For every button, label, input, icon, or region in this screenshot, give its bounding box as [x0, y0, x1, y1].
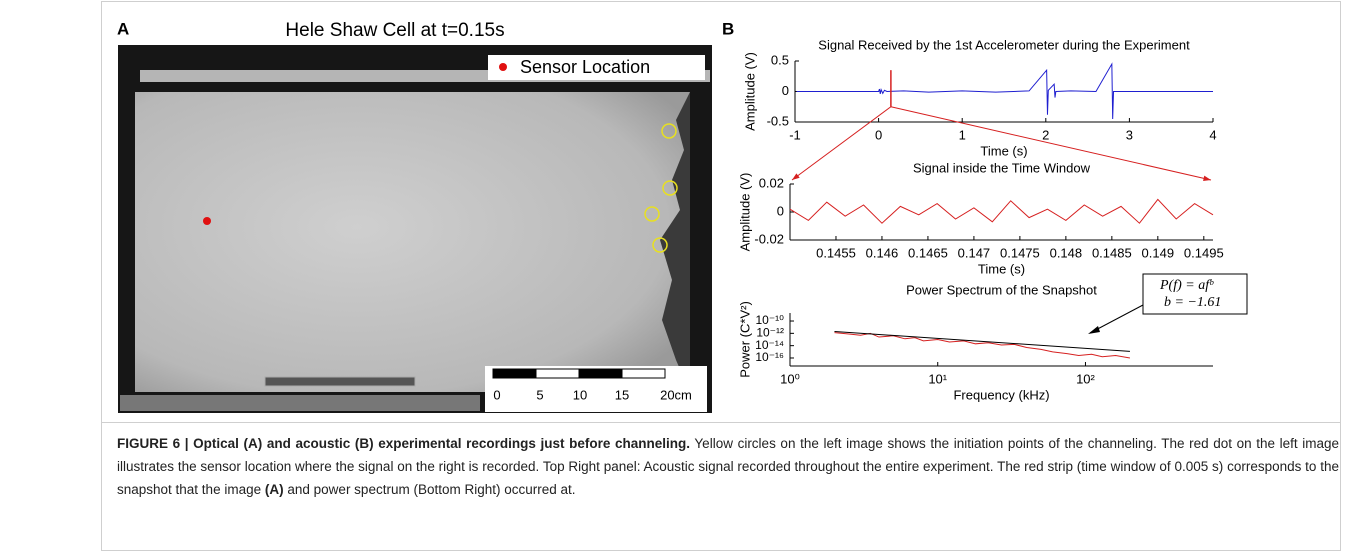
- sensor-dot: [203, 217, 211, 225]
- y-tick-label: 0.02: [759, 175, 784, 190]
- figure-graphics: A Sensor Location Hele Shaw Cell at t=0.…: [117, 18, 1248, 413]
- chart-title: Signal Received by the 1st Accelerometer…: [818, 37, 1190, 52]
- scale-label: 15: [615, 387, 629, 402]
- caption-text: Yellow circles on the left image shows t…: [117, 436, 1339, 497]
- x-axis-label: Time (s): [980, 143, 1027, 158]
- zoom-arrow: [890, 106, 1212, 181]
- x-tick-label: 10²: [1076, 371, 1095, 386]
- arrow-head: [1203, 175, 1211, 181]
- zoom-arrow: [791, 106, 892, 181]
- initiation-circle: [662, 180, 678, 196]
- x-tick-label: 1: [959, 127, 966, 142]
- y-tick-label: 10⁻¹⁶: [755, 350, 784, 364]
- x-tick-label: 4: [1209, 127, 1216, 142]
- ruler-bar: [264, 376, 416, 387]
- x-tick-label: 0.147: [958, 245, 991, 260]
- signal-line: [834, 332, 1131, 359]
- x-tick-label: 2: [1042, 127, 1049, 142]
- bottom-strip: [120, 395, 480, 411]
- cell: [135, 92, 690, 392]
- scale-label: 10: [573, 387, 587, 402]
- x-axis-label: Frequency (kHz): [953, 387, 1049, 402]
- caption-heading: Optical (A) and acoustic (B) experimenta…: [193, 436, 691, 451]
- x-tick-label: 0.1485: [1092, 245, 1132, 260]
- y-tick-label: -0.5: [767, 113, 789, 128]
- x-tick-label: 0.1465: [908, 245, 948, 260]
- y-tick-label: 10⁻¹²: [756, 326, 784, 340]
- y-tick-label: -0.02: [754, 231, 784, 246]
- panel-title: Hele Shaw Cell at t=0.15s: [285, 20, 504, 41]
- x-tick-label: 0.1475: [1000, 245, 1040, 260]
- y-tick-label: 0: [782, 83, 789, 98]
- legend-box: [488, 55, 705, 80]
- y-tick-label: 0: [777, 203, 784, 218]
- cell-edge: [660, 92, 690, 392]
- y-tick-label: 10⁻¹⁴: [755, 338, 784, 352]
- x-tick-label: 0.148: [1050, 245, 1083, 260]
- arrow-head: [1088, 326, 1100, 334]
- y-axis-label: Power (C*V²): [737, 301, 752, 378]
- arrow-head: [792, 173, 800, 180]
- initiation-circle: [652, 237, 668, 253]
- scale-label: 20cm: [660, 387, 692, 402]
- panel-label: B: [722, 19, 734, 38]
- x-tick-label: 0.146: [866, 245, 899, 260]
- frame: [101, 1, 1341, 551]
- signal-line: [796, 62, 1213, 119]
- initiation-circle: [644, 206, 660, 222]
- caption-bold: (A): [264, 482, 284, 497]
- x-tick-label: 3: [1126, 127, 1133, 142]
- x-axis-label: Time (s): [978, 261, 1025, 276]
- annotation-text: P(f) = afᵇ: [1159, 278, 1214, 293]
- caption-text: and power spectrum (Bottom Right) occurr…: [287, 482, 576, 497]
- title-bg: [272, 18, 518, 42]
- scale-segment: [535, 368, 580, 379]
- annotation-box: [1142, 273, 1248, 315]
- chart-title: Power Spectrum of the Snapshot: [906, 282, 1097, 297]
- annotation-arrow: [1089, 304, 1144, 334]
- x-tick-label: 0: [875, 127, 882, 142]
- x-tick-label: 0.1455: [816, 245, 856, 260]
- caption-label: FIGURE 6 |: [117, 436, 189, 451]
- x-tick-label: 0.1495: [1184, 245, 1224, 260]
- y-axis-label: Amplitude (V): [737, 173, 752, 252]
- chart-title: Signal inside the Time Window: [913, 160, 1091, 175]
- caption: FIGURE 6 | Optical (A) and acoustic (B) …: [117, 432, 1339, 501]
- x-tick-label: -1: [789, 127, 801, 142]
- panel-label: A: [117, 19, 129, 38]
- y-tick-label: 10⁻¹⁰: [756, 313, 785, 327]
- x-tick-label: 0.149: [1142, 245, 1175, 260]
- scale-segment: [492, 368, 537, 379]
- scale-segment: [621, 368, 666, 379]
- signal-line: [789, 198, 1214, 224]
- y-tick-label: 0.5: [771, 52, 789, 67]
- scale-label: 0: [493, 387, 500, 402]
- separator: [101, 422, 1341, 423]
- annotation-text: b = −1.61: [1164, 295, 1221, 310]
- x-tick-label: 10⁰: [780, 371, 800, 386]
- initiation-circle: [661, 123, 677, 139]
- fit-line: [834, 330, 1130, 352]
- scale-segment: [578, 368, 623, 379]
- y-axis-label: Amplitude (V): [742, 52, 757, 131]
- legend-label: Sensor Location: [520, 57, 650, 77]
- scale-label: 5: [536, 387, 543, 402]
- legend-marker: [499, 63, 507, 71]
- x-tick-label: 10¹: [928, 371, 947, 386]
